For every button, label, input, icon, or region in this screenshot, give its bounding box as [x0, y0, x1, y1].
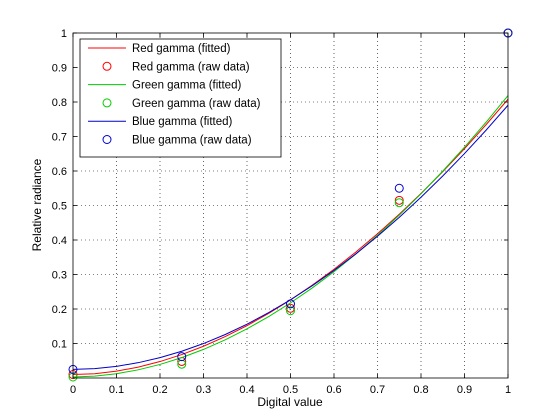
green-gamma-fitted-line: [72, 95, 509, 378]
legend-entry-green-gamma-raw-data: Green gamma (raw data): [132, 98, 261, 110]
x-tick-label: 0.5: [283, 384, 298, 396]
green-gamma-raw-data-point: [286, 306, 295, 316]
y-tick-label: 0.2: [52, 304, 67, 316]
legend-entry-red-gamma-fitted: Red gamma (fitted): [132, 43, 231, 55]
y-tick-label: 1: [61, 28, 67, 40]
y-tick-label: 0.6: [52, 166, 67, 178]
x-tick-label: 0.1: [109, 384, 124, 396]
x-tick-label: 0.3: [196, 384, 211, 396]
y-tick-label: 0.7: [52, 132, 67, 144]
y-tick-label: 0.8: [52, 97, 67, 109]
y-axis-label: Relative radiance: [30, 158, 44, 251]
legend-entry-blue-gamma-raw-data: Blue gamma (raw data): [132, 135, 252, 147]
x-tick-label: 0.8: [413, 384, 428, 396]
y-tick-label: 0.5: [52, 201, 67, 213]
x-tick-label: 0.7: [370, 384, 385, 396]
blue-gamma-raw-data-legend-swatch: [102, 135, 112, 144]
x-tick-label: 0.2: [152, 384, 167, 396]
blue-gamma-raw-data-point: [394, 183, 404, 193]
x-tick-label: 0.6: [326, 384, 341, 396]
x-tick-label: 0.4: [239, 384, 254, 396]
x-tick-label: 0.9: [457, 384, 472, 396]
y-tick-label: 0.3: [52, 270, 67, 282]
red-gamma-raw-data-legend-swatch: [102, 61, 112, 71]
x-axis-label: Digital value: [257, 395, 323, 409]
blue-gamma-raw-data-point: [286, 299, 295, 309]
legend-entry-blue-gamma-fitted: Blue gamma (fitted): [132, 116, 233, 128]
green-gamma-raw-data-point: [394, 198, 404, 208]
legend-entry-red-gamma-raw-data: Red gamma (raw data): [132, 61, 250, 73]
y-tick-label: 0.1: [52, 339, 67, 351]
x-tick-label: 1: [505, 384, 511, 396]
y-tick-label: 0.4: [52, 235, 67, 247]
x-tick-label: 0: [70, 384, 76, 396]
legend-box: [79, 38, 282, 158]
legend: Red gamma (fitted) Red gamma (raw data) Gr…: [79, 38, 282, 158]
x-tick-labels: 0 0.1 0.2 0.3 0.4 0.5 0.6 0.7 0.8 0.9 1: [70, 384, 511, 396]
green-gamma-raw-data-legend-swatch: [102, 98, 112, 108]
red-gamma-raw-data-point: [394, 195, 404, 205]
y-tick-labels: 0.1 0.2 0.3 0.4 0.5 0.6 0.7 0.8 0.9 1: [52, 28, 67, 351]
tick-marks: [72, 32, 509, 378]
y-tick-label: 0.9: [52, 63, 67, 75]
red-gamma-raw-data-point: [286, 303, 295, 313]
blue-gamma-raw-data-point: [177, 352, 187, 362]
legend-entry-green-gamma-fitted: Green gamma (fitted): [132, 80, 241, 92]
